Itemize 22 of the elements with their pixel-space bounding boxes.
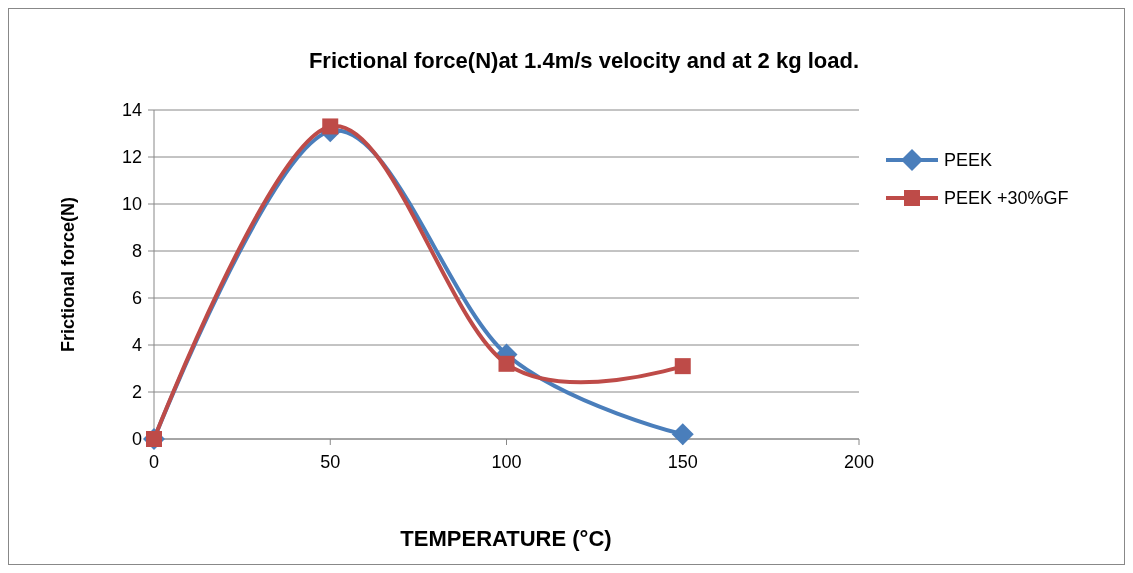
y-tick-label: 4 — [131, 335, 142, 356]
point — [498, 355, 515, 372]
y-tick-label: 10 — [121, 194, 142, 215]
legend-label: PEEK — [944, 150, 993, 171]
y-tick-label: 14 — [121, 100, 142, 121]
y-axis-title: Frictional force(N) — [58, 196, 78, 353]
x-tick-label: 50 — [320, 452, 341, 473]
chart-title: Frictional force(N)at 1.4m/s velocity and at 2 kg load. — [308, 48, 860, 73]
x-tick-label: 200 — [843, 452, 875, 473]
y-tick-label: 8 — [131, 241, 142, 262]
x-tick-label: 150 — [667, 452, 698, 473]
y-tick-label: 0 — [131, 429, 142, 450]
point — [674, 358, 691, 375]
legend-label: PEEK +30%GF — [944, 188, 1069, 209]
x-tick-label: 0 — [148, 452, 160, 473]
y-tick-label: 12 — [121, 147, 142, 168]
y-tick-label: 6 — [131, 288, 142, 309]
x-tick-label: 100 — [491, 452, 522, 473]
y-tick-label: 2 — [131, 382, 142, 403]
point — [671, 423, 694, 446]
x-axis-title: TEMPERATURE (°C) — [400, 526, 612, 551]
point — [322, 118, 339, 135]
